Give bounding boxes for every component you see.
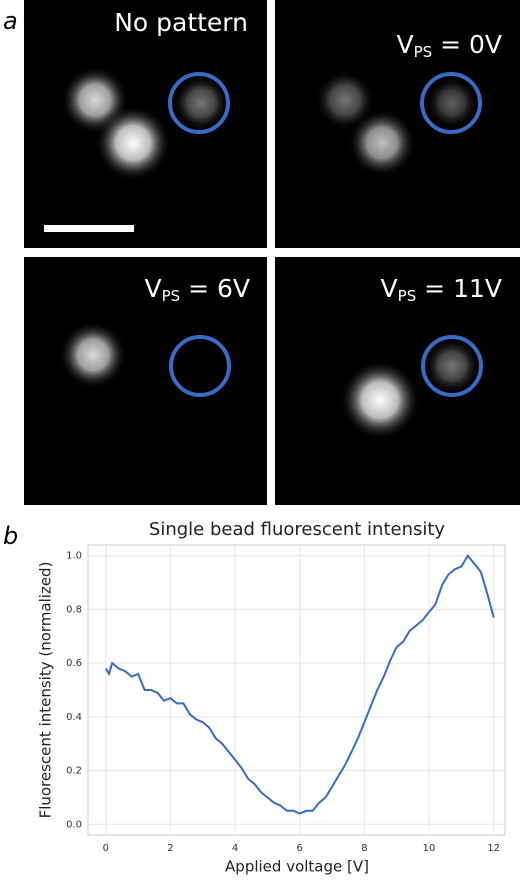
chart-title: Single bead fluorescent intensity xyxy=(149,519,445,540)
x-axis-label: Applied voltage [V] xyxy=(225,858,369,876)
x-tick-label: 4 xyxy=(232,843,238,854)
label-rest: = 0V xyxy=(432,30,502,59)
x-tick-label: 0 xyxy=(103,843,109,854)
y-tick-label: 0.8 xyxy=(66,604,82,615)
x-tick-label: 8 xyxy=(361,843,367,854)
image-panel: No pattern xyxy=(24,0,267,248)
label-main: V xyxy=(144,274,161,303)
label-rest: = 11V xyxy=(416,274,502,303)
y-axis-label: Fluorescent intensity (normalized) xyxy=(37,562,55,819)
image-label: VPS = 6V xyxy=(144,274,250,305)
y-tick-label: 0.4 xyxy=(66,712,82,723)
image-panel: VPS = 11V xyxy=(275,257,520,505)
x-tick-label: 6 xyxy=(297,843,303,854)
label-main: V xyxy=(381,274,398,303)
x-tick-label: 2 xyxy=(167,843,173,854)
y-tick-label: 0.0 xyxy=(66,819,82,830)
data-line xyxy=(104,553,495,815)
image-label: No pattern xyxy=(114,8,248,37)
y-tick-label: 1.0 xyxy=(66,551,82,562)
label-sub: PS xyxy=(162,287,181,305)
x-tick-label: 10 xyxy=(423,843,436,854)
image-panel: VPS = 0V xyxy=(275,0,520,248)
y-tick-label: 0.6 xyxy=(66,658,82,669)
image-label: VPS = 11V xyxy=(381,274,502,305)
image-panel: VPS = 6V xyxy=(24,257,267,505)
image-label: VPS = 0V xyxy=(396,30,502,61)
label-sub: PS xyxy=(398,287,417,305)
plot-area xyxy=(87,544,506,836)
y-tick-label: 0.2 xyxy=(66,766,82,777)
label-rest: = 6V xyxy=(180,274,250,303)
label-sub: PS xyxy=(414,43,433,61)
panel-label: b xyxy=(3,522,18,550)
panel-label: a xyxy=(3,7,18,35)
x-tick-label: 12 xyxy=(487,843,500,854)
label-main: V xyxy=(396,30,413,59)
